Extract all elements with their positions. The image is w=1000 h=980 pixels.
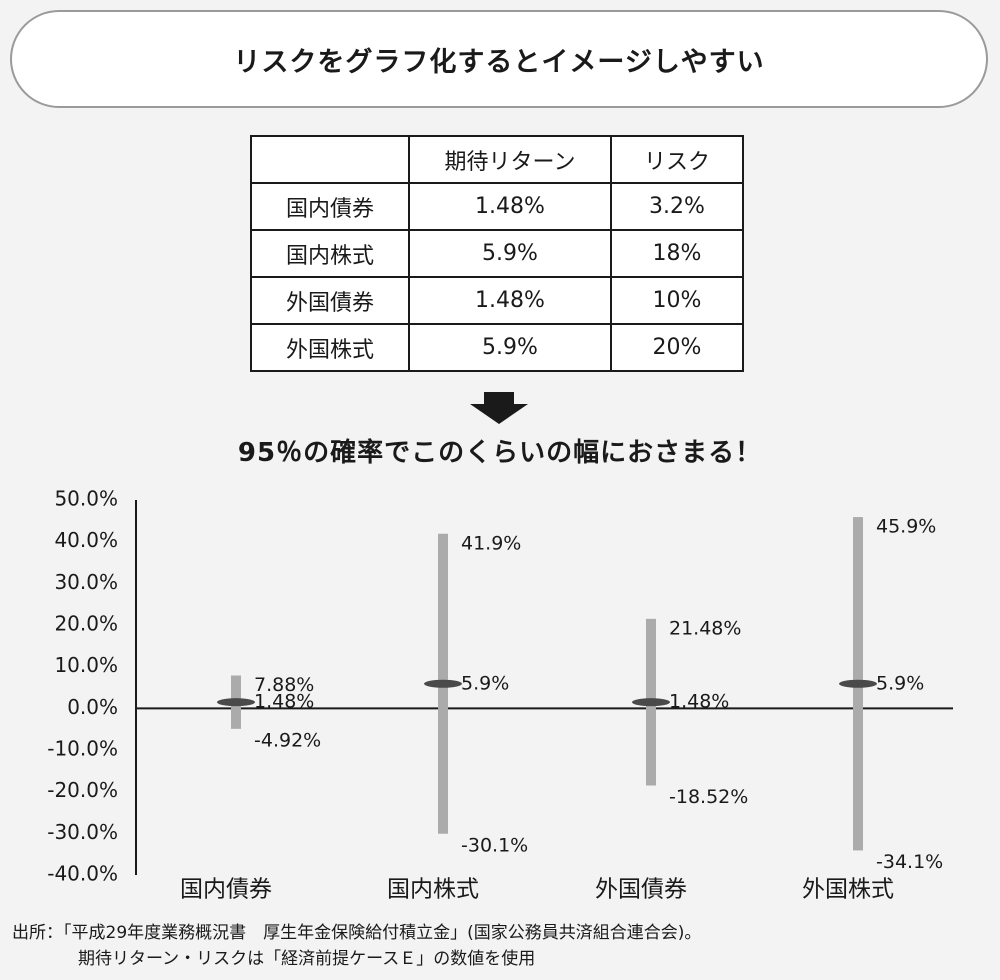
- table-row: 国内債券 1.48% 3.2%: [250, 182, 744, 231]
- expected-return-marker: [424, 679, 462, 688]
- range-chart: 50.0% 40.0% 30.0% 20.0% 10.0% 0.0% -10.0% -20.0…: [47, 487, 953, 903]
- high-value-label: 21.48%: [669, 617, 741, 639]
- low-value-label: -4.92%: [254, 729, 321, 751]
- mid-value-label: 1.48%: [254, 691, 314, 713]
- asset-name: 外国株式: [250, 323, 410, 372]
- mid-value-label: 5.9%: [876, 672, 924, 694]
- page-title: リスクをグラフ化するとイメージしやすい: [233, 46, 765, 78]
- y-tick-label: 20.0%: [54, 612, 118, 636]
- source-line-1: 出所：「平成29年度業務概況書 厚生年金保険給付積立金」(国家公務員共済組合連合…: [12, 923, 702, 943]
- mid-value-label: 5.9%: [461, 672, 509, 694]
- return-risk-table: 期待リターン リスク 国内債券 1.48% 3.2% 国内株式 5.9% 18%…: [250, 135, 744, 372]
- low-value-label: -18.52%: [669, 786, 748, 808]
- asset-risk: 3.2%: [610, 182, 744, 231]
- asset-return: 5.9%: [408, 229, 612, 278]
- high-value-label: 45.9%: [876, 516, 936, 538]
- y-tick-label: 50.0%: [54, 487, 118, 511]
- source-note: 出所：「平成29年度業務概況書 厚生年金保険給付積立金」(国家公務員共済組合連合…: [12, 920, 701, 972]
- table-row: 国内株式 5.9% 18%: [250, 229, 744, 278]
- expected-return-marker: [217, 698, 255, 707]
- mid-value-label: 1.48%: [669, 691, 729, 713]
- expected-return-marker: [839, 679, 877, 688]
- y-tick-label: -10.0%: [47, 737, 118, 761]
- high-value-label: 41.9%: [461, 532, 521, 554]
- down-arrow-icon: [470, 392, 528, 424]
- asset-name: 国内株式: [250, 229, 410, 278]
- y-tick-label: -30.0%: [47, 820, 118, 844]
- asset-name: 国内債券: [250, 182, 410, 231]
- asset-return: 1.48%: [408, 276, 612, 325]
- expected-return-marker: [632, 698, 670, 707]
- category-label: 外国株式: [802, 877, 894, 903]
- asset-return: 1.48%: [408, 182, 612, 231]
- y-tick-label: -40.0%: [47, 862, 118, 886]
- table-header-risk: リスク: [610, 135, 744, 184]
- category-label: 国内債券: [180, 877, 272, 903]
- table-header-blank: [250, 135, 410, 184]
- y-tick-label: 40.0%: [54, 528, 118, 552]
- asset-name: 外国債券: [250, 276, 410, 325]
- table-header-row: 期待リターン リスク: [250, 135, 744, 184]
- table-header-return: 期待リターン: [408, 135, 612, 184]
- high-value-label: 7.88%: [254, 674, 314, 696]
- asset-risk: 10%: [610, 276, 744, 325]
- asset-risk: 18%: [610, 229, 744, 278]
- low-value-label: -30.1%: [461, 834, 528, 856]
- category-label: 外国債券: [595, 877, 687, 903]
- table-row: 外国株式 5.9% 20%: [250, 323, 744, 372]
- asset-risk: 20%: [610, 323, 744, 372]
- category-label: 国内株式: [387, 877, 479, 903]
- source-line-2: 期待リターン・リスクは「経済前提ケースＥ」の数値を使用: [78, 949, 536, 969]
- y-tick-label: -20.0%: [47, 778, 118, 802]
- asset-return: 5.9%: [408, 323, 612, 372]
- y-tick-label: 0.0%: [67, 695, 118, 719]
- low-value-label: -34.1%: [876, 851, 943, 873]
- y-tick-label: 10.0%: [54, 653, 118, 677]
- chart-subtitle: 95％の確率でこのくらいの幅におさまる！: [237, 438, 763, 468]
- title-banner: リスクをグラフ化するとイメージしやすい: [10, 10, 988, 108]
- table-row: 外国債券 1.48% 10%: [250, 276, 744, 325]
- y-tick-label: 30.0%: [54, 570, 118, 594]
